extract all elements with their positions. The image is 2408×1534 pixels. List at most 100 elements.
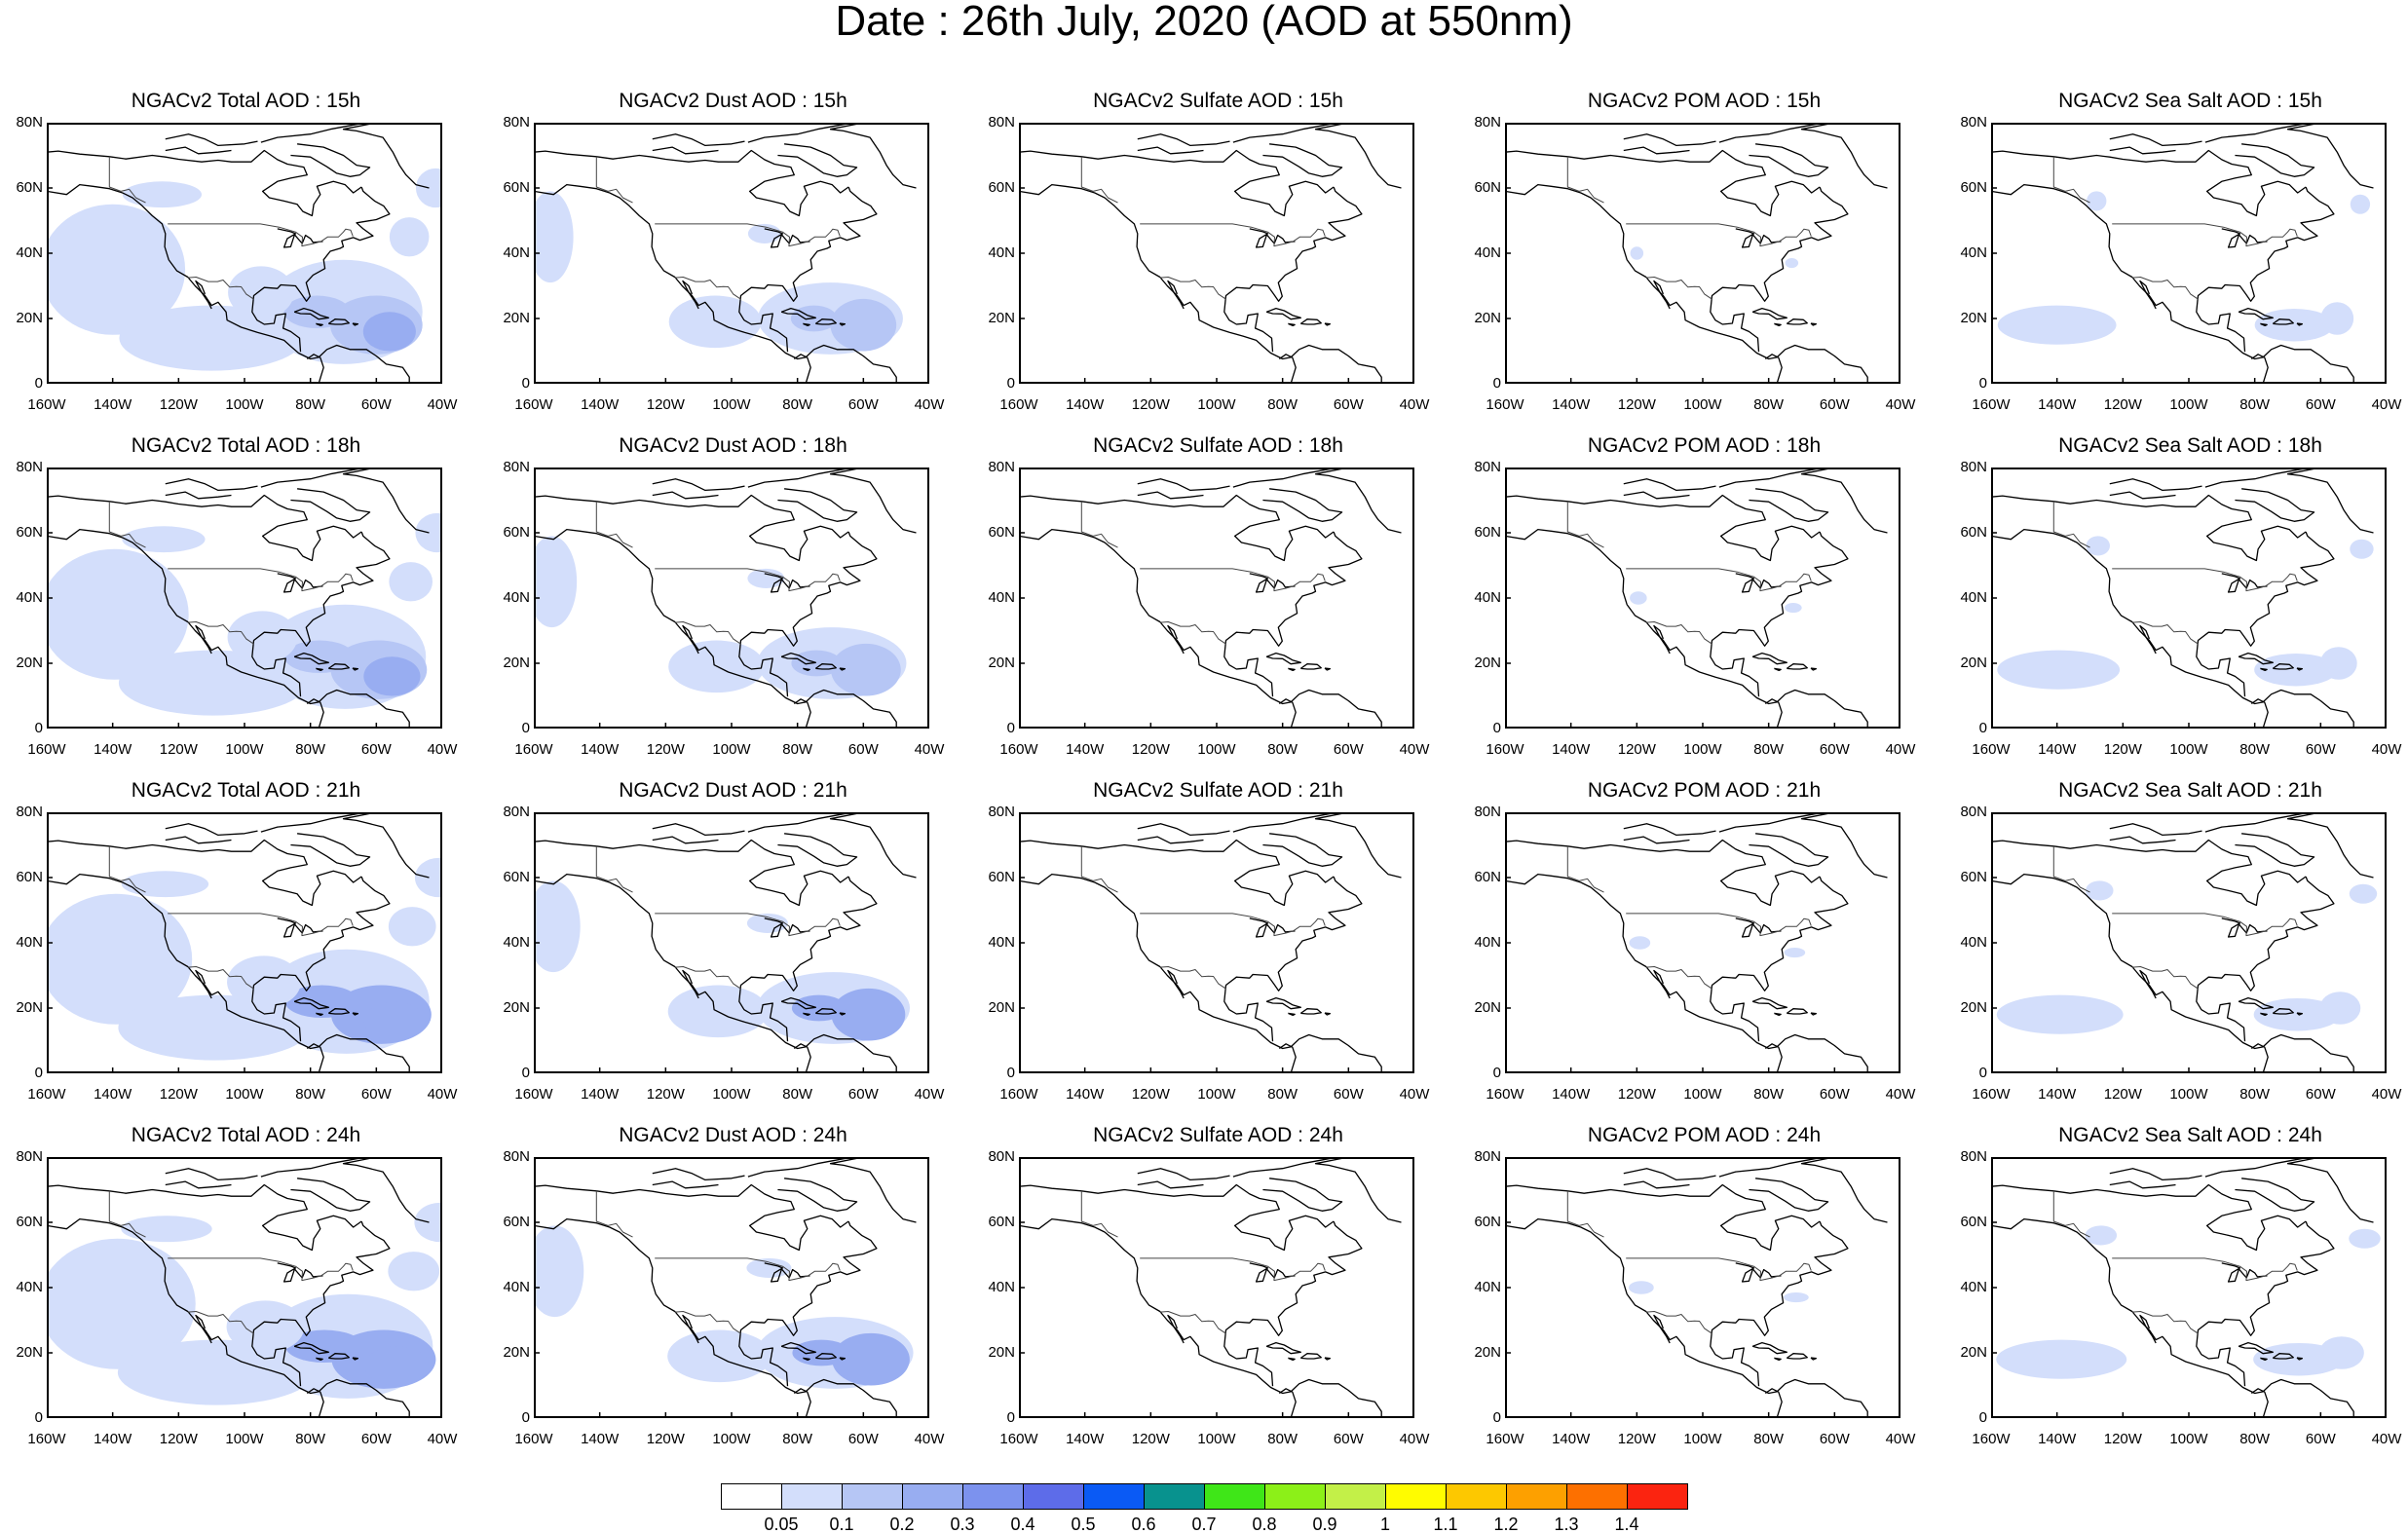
coastline — [47, 873, 410, 1073]
coastline — [277, 228, 323, 248]
panel-title: NGACv2 Dust AOD : 15h — [619, 90, 847, 112]
coastline — [2286, 1157, 2374, 1223]
lon-tick-label: 120W — [1617, 396, 1656, 413]
lat-tick-label: 80N — [16, 1148, 43, 1165]
aod-shading — [2349, 883, 2378, 904]
coastline — [165, 478, 258, 492]
panel-title: NGACv2 POM AOD : 21h — [1587, 779, 1822, 802]
coastline — [839, 1357, 847, 1361]
coastline — [764, 573, 810, 593]
aod-shading — [389, 217, 430, 257]
coastline — [260, 468, 370, 488]
coastline — [1288, 667, 1296, 672]
coastline — [1314, 812, 1402, 879]
aod-shading — [832, 1332, 910, 1386]
lon-tick-label: 40W — [1885, 1431, 1916, 1447]
lon-tick-label: 100W — [225, 1431, 264, 1447]
figure-title: Date : 26th July, 2020 (AOD at 550nm) — [835, 0, 1573, 45]
coastline — [327, 318, 350, 325]
map-svg — [47, 1157, 442, 1418]
coastline — [1314, 1157, 1402, 1223]
coastline — [1223, 186, 1363, 353]
coastline — [1505, 873, 1868, 1073]
coastline — [1774, 1012, 1782, 1017]
lon-tick-label: 40W — [1399, 741, 1430, 758]
aod-shading — [1784, 948, 1806, 958]
coastline — [534, 1217, 897, 1418]
lon-tick-label: 40W — [1399, 396, 1430, 413]
aod-shading — [2320, 302, 2354, 335]
lat-tick-label: 0 — [34, 1409, 43, 1426]
coastline — [293, 652, 329, 665]
coastline — [1137, 133, 1230, 147]
lon-tick-label: 60W — [1333, 741, 1364, 758]
coastline — [1653, 969, 1671, 999]
lon-tick-label: 160W — [514, 741, 553, 758]
aod-shading — [122, 181, 203, 208]
coastline — [2109, 836, 2176, 844]
lat-tick-label: 20N — [988, 1344, 1015, 1361]
lat-tick-label: 0 — [521, 720, 530, 736]
lon-tick-label: 80W — [2239, 1086, 2271, 1103]
map-svg — [534, 468, 929, 729]
country-border — [168, 1257, 354, 1282]
coastline — [1623, 1180, 1690, 1189]
coastline — [738, 1220, 878, 1387]
lon-tick-label: 140W — [94, 396, 132, 413]
coastline — [1735, 573, 1782, 593]
coastline — [1800, 468, 1888, 534]
lon-tick-label: 60W — [360, 1431, 392, 1447]
coastline — [839, 667, 847, 671]
coastline — [251, 1220, 391, 1387]
panel-title: NGACv2 Sulfate AOD : 21h — [1093, 779, 1343, 802]
coastline — [1137, 1168, 1230, 1181]
map-plot-area — [1991, 468, 2387, 729]
lon-tick-label: 160W — [1486, 741, 1524, 758]
coastline — [2196, 1220, 2335, 1387]
lat-tick-label: 20N — [503, 1344, 530, 1361]
coastline — [1167, 1314, 1185, 1344]
coastline — [1751, 307, 1787, 320]
lon-tick-label: 140W — [581, 396, 620, 413]
lat-tick-label: 60N — [503, 869, 530, 885]
lon-tick-label: 40W — [914, 741, 945, 758]
coastline — [1314, 468, 1402, 534]
coastline — [2109, 146, 2176, 155]
lon-tick-label: 80W — [295, 396, 326, 413]
colorbar-swatch — [1446, 1483, 1507, 1510]
lon-tick-label: 80W — [782, 741, 813, 758]
map-plot-area — [534, 1157, 929, 1418]
country-border — [1140, 568, 1326, 592]
coastline — [682, 280, 699, 310]
lon-tick-label: 120W — [1617, 741, 1656, 758]
lat-tick-label: 40N — [988, 589, 1015, 606]
lon-tick-label: 120W — [646, 396, 685, 413]
country-border — [108, 1190, 146, 1238]
map-border — [1991, 123, 2387, 384]
lat-tick-label: 20N — [988, 999, 1015, 1016]
coastline — [1800, 123, 1888, 189]
coastline — [1991, 494, 2307, 562]
coastline — [764, 228, 810, 248]
lat-tick-label: 60N — [988, 179, 1015, 196]
coastline — [1710, 186, 1849, 353]
aod-shading — [47, 893, 193, 1025]
aod-shading — [1997, 305, 2117, 345]
lon-tick-label: 60W — [360, 1086, 392, 1103]
lat-tick-label: 60N — [1960, 1214, 1987, 1230]
panel-title: NGACv2 Sulfate AOD : 18h — [1093, 434, 1343, 457]
coastline — [1137, 478, 1230, 492]
lon-tick-label: 60W — [847, 396, 879, 413]
lon-tick-label: 100W — [1197, 741, 1236, 758]
coastline — [1718, 812, 1828, 833]
coastline — [2272, 663, 2294, 670]
coastline — [2296, 667, 2304, 671]
map-svg — [47, 812, 442, 1073]
coastline — [793, 1388, 811, 1418]
lat-tick-label: 80N — [503, 114, 530, 131]
map-svg — [1505, 1157, 1900, 1418]
country-border — [1080, 156, 1118, 204]
lat-tick-label: 80N — [988, 804, 1015, 820]
lon-tick-label: 140W — [2038, 1086, 2077, 1103]
lat-tick-label: 80N — [1474, 114, 1501, 131]
